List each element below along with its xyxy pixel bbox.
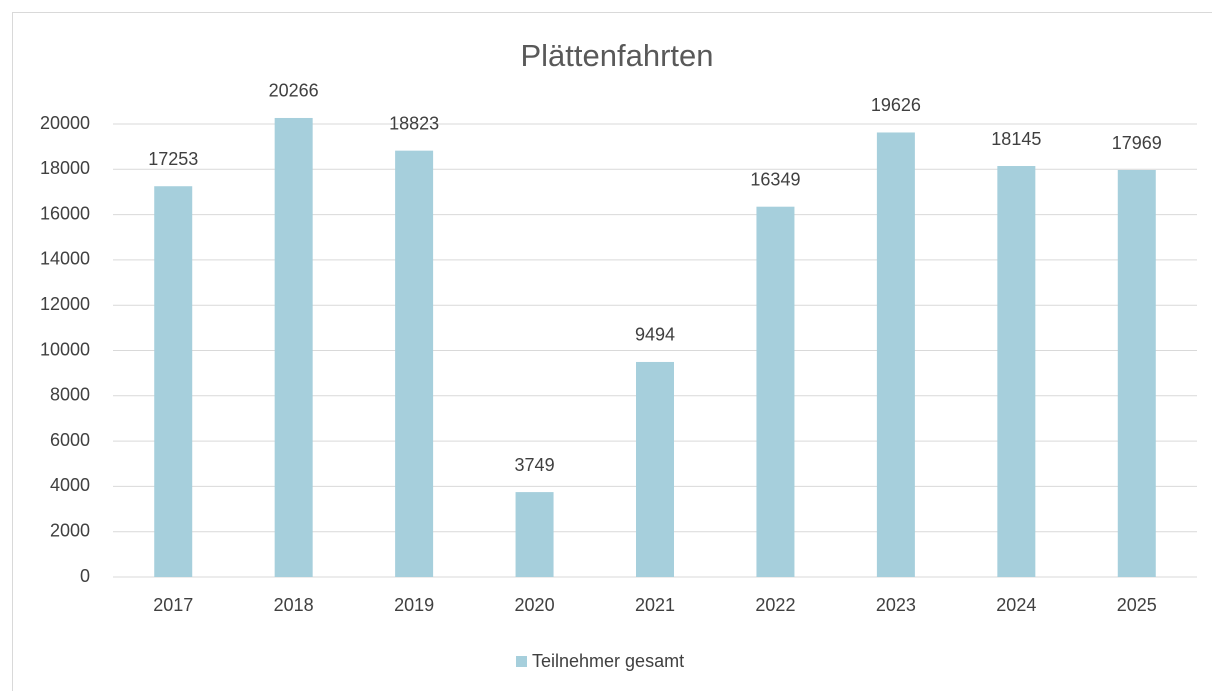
x-tick-label: 2019 xyxy=(394,595,434,615)
x-tick-label: 2021 xyxy=(635,595,675,615)
data-label: 18823 xyxy=(389,113,439,133)
x-tick-label: 2023 xyxy=(876,595,916,615)
bar xyxy=(395,150,434,577)
x-tick-label: 2025 xyxy=(1117,595,1157,615)
chart-title: Plättenfahrten xyxy=(520,38,713,73)
y-tick-label: 4000 xyxy=(50,475,90,495)
bar xyxy=(636,361,674,577)
bar xyxy=(154,186,193,577)
y-tick-label: 8000 xyxy=(50,385,90,405)
y-tick-label: 18000 xyxy=(40,158,90,178)
bar xyxy=(515,492,554,577)
data-label: 19626 xyxy=(871,95,921,115)
x-tick-label: 2017 xyxy=(153,595,193,615)
bar xyxy=(876,132,915,577)
y-tick-label: 14000 xyxy=(40,249,90,269)
legend-label: Teilnehmer gesamt xyxy=(532,651,684,671)
data-label: 17969 xyxy=(1112,133,1162,153)
x-tick-label: 2018 xyxy=(274,595,314,615)
data-label: 17253 xyxy=(148,149,198,169)
legend-swatch xyxy=(516,656,527,667)
y-tick-label: 12000 xyxy=(40,294,90,314)
y-tick-label: 20000 xyxy=(40,113,90,133)
y-tick-label: 10000 xyxy=(40,339,90,359)
data-label: 20266 xyxy=(269,81,319,101)
data-label: 3749 xyxy=(515,455,555,475)
data-label: 16349 xyxy=(750,169,800,189)
bar xyxy=(997,166,1036,577)
data-label: 18145 xyxy=(991,129,1041,149)
y-tick-label: 6000 xyxy=(50,430,90,450)
data-label: 9494 xyxy=(635,325,675,345)
bar xyxy=(1117,170,1156,578)
bar xyxy=(274,117,313,577)
x-tick-label: 2020 xyxy=(515,595,555,615)
x-tick-label: 2024 xyxy=(996,595,1036,615)
x-tick-label: 2022 xyxy=(755,595,795,615)
y-tick-label: 0 xyxy=(80,566,90,586)
y-tick-label: 16000 xyxy=(40,203,90,223)
y-tick-label: 2000 xyxy=(50,520,90,540)
bar xyxy=(756,206,795,578)
